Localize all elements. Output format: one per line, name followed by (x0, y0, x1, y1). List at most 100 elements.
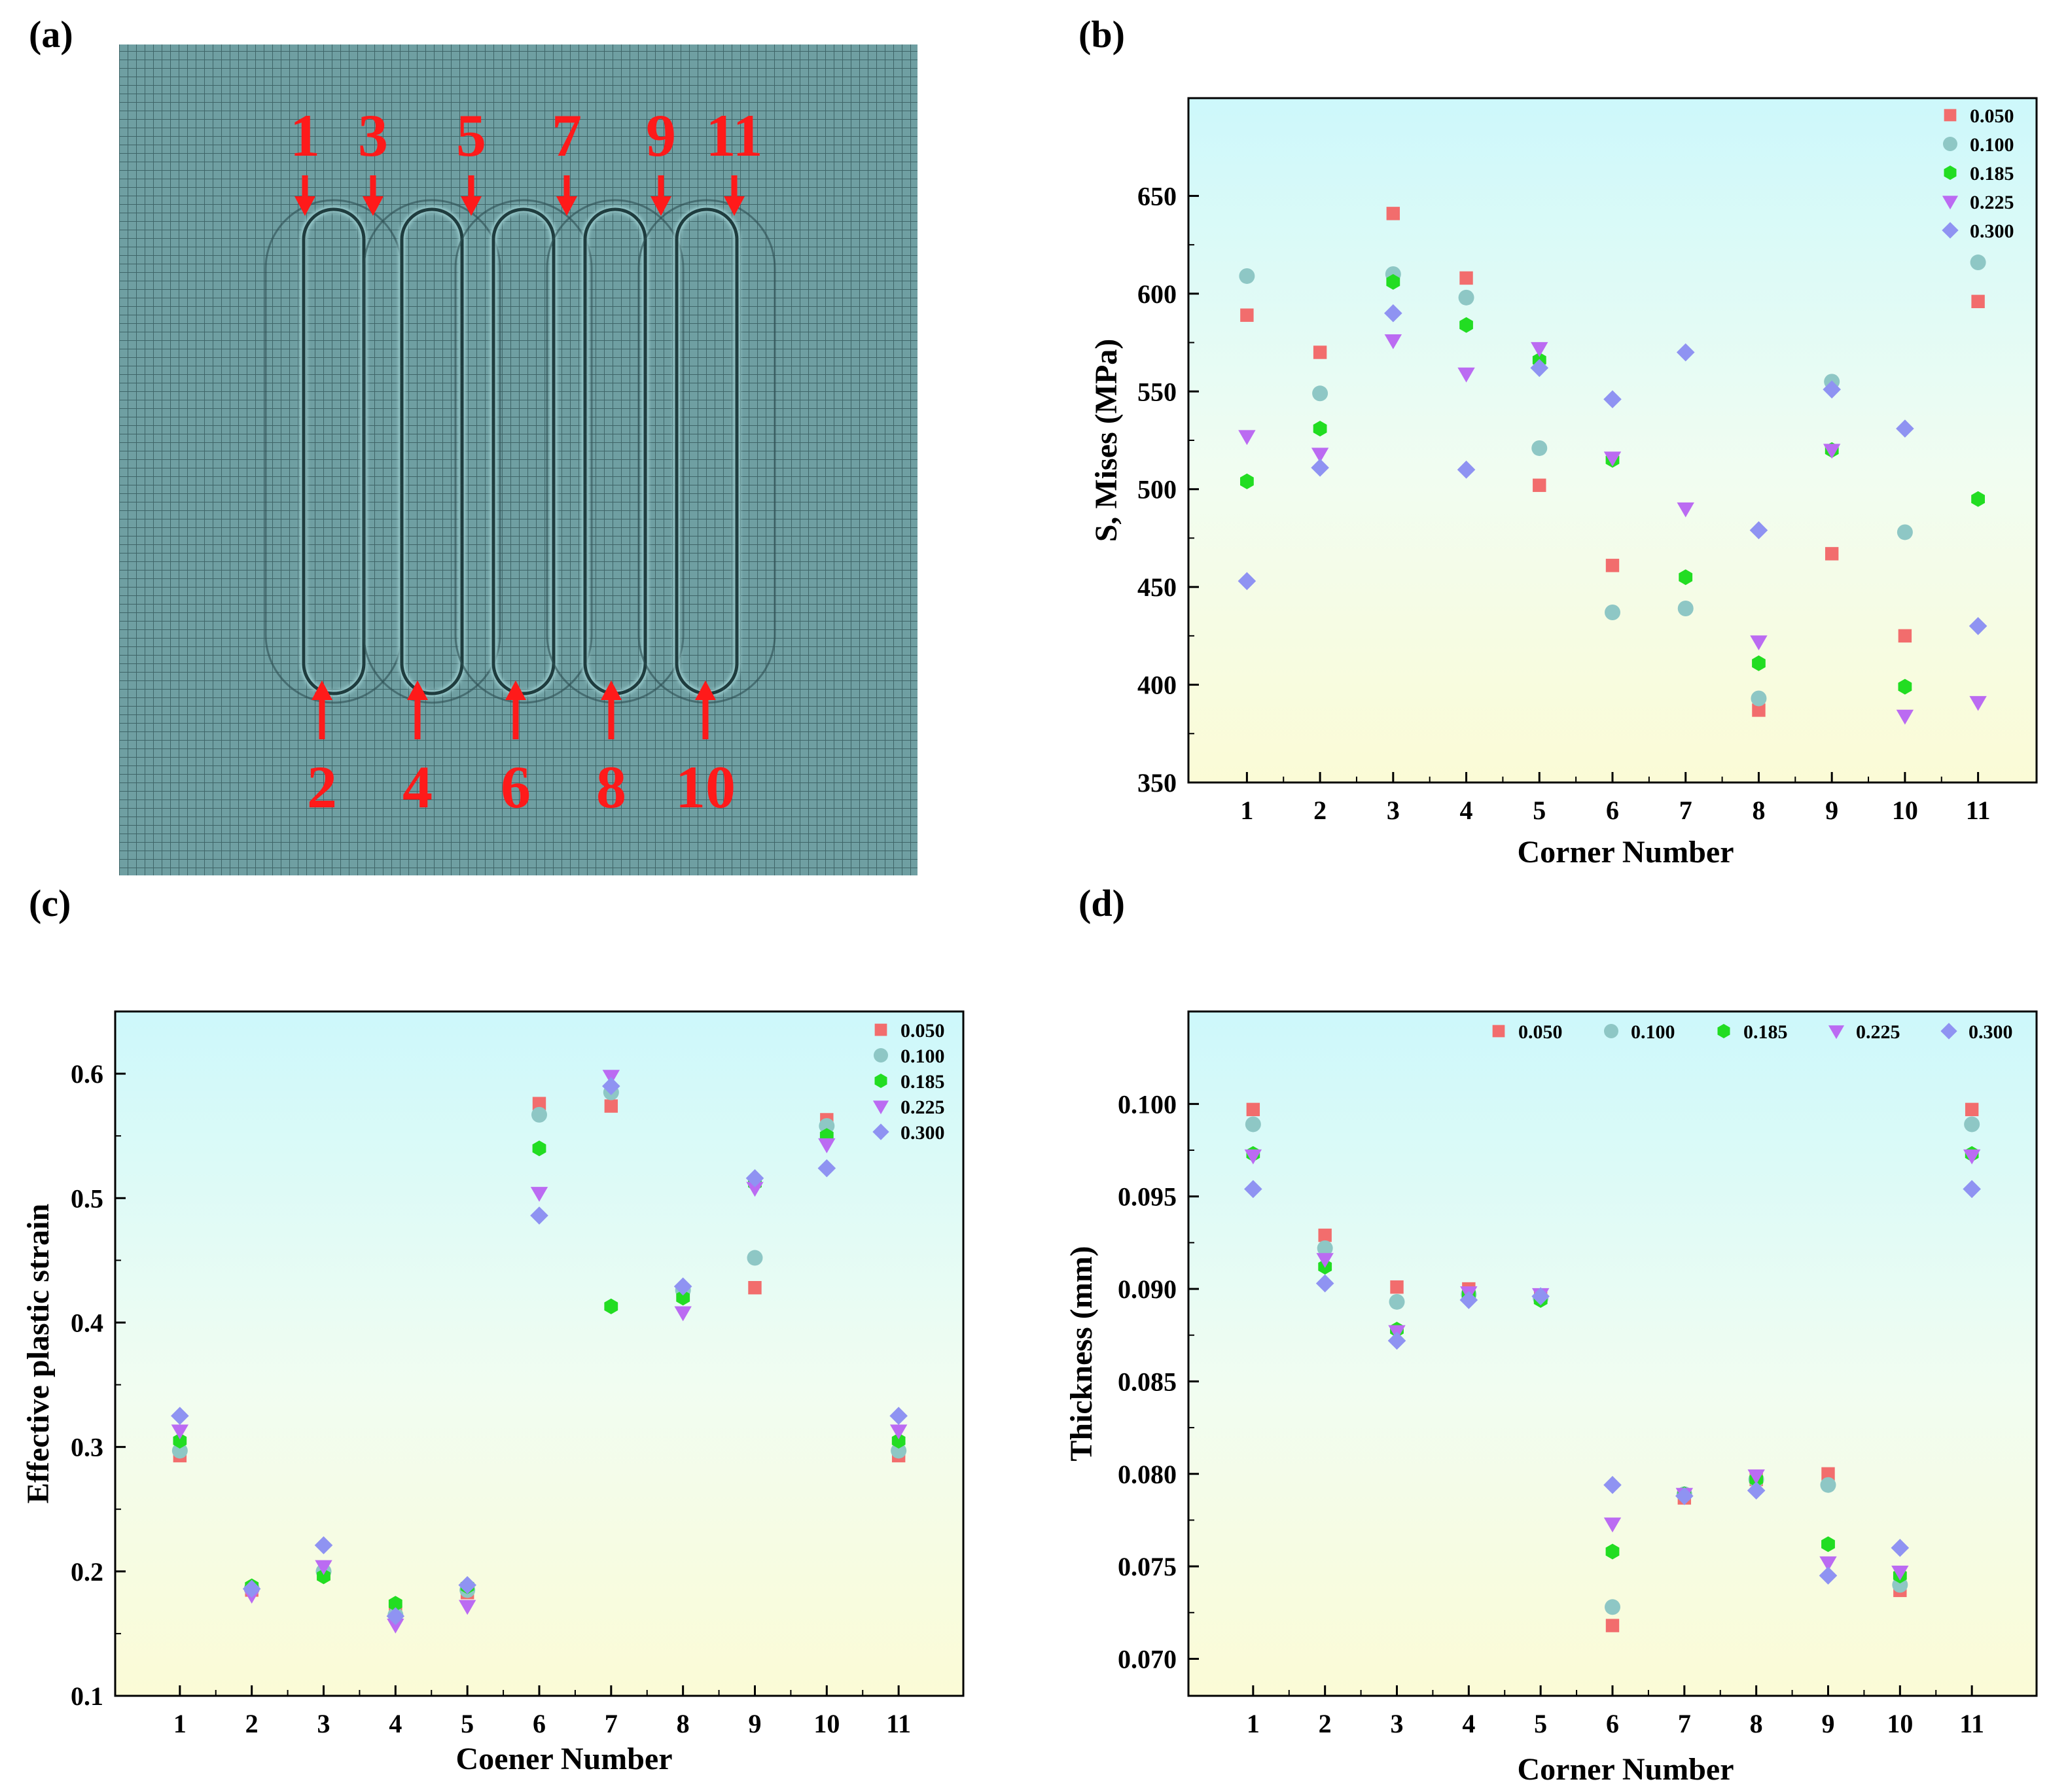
y-tick-label: 0.095 (1118, 1182, 1177, 1212)
data-point (1897, 524, 1913, 540)
y-tick-label: 0.1 (71, 1681, 103, 1711)
data-point (1457, 367, 1475, 383)
data-point (1605, 559, 1620, 572)
x-tick-label: 11 (1959, 1709, 1984, 1738)
legend-marker (1492, 1025, 1505, 1038)
x-tick-label: 3 (317, 1709, 330, 1738)
chart-b-ylabel: S, Mises (MPa) (1089, 339, 1124, 542)
legend-label: 0.100 (1970, 134, 2014, 156)
legend-marker (1604, 1024, 1618, 1038)
legend-marker (1943, 137, 1957, 151)
data-point (602, 1077, 620, 1095)
data-point (1390, 1280, 1404, 1294)
legend-marker (1942, 222, 1959, 239)
data-point (1384, 334, 1402, 349)
data-point (1386, 207, 1400, 220)
corner-arrows (294, 175, 745, 739)
data-point (171, 1424, 189, 1440)
x-tick-label: 8 (1752, 796, 1765, 825)
legend-label: 0.050 (900, 1020, 945, 1042)
corner-label: 8 (596, 754, 626, 820)
data-point (1313, 421, 1327, 437)
chart-b-legend: 0.050 0.100 0.185 0.225 0.300 (1942, 105, 2014, 242)
x-tick-label: 6 (1606, 796, 1619, 825)
data-point (1317, 1240, 1333, 1256)
x-tick-label: 11 (886, 1709, 911, 1738)
y-tick-label: 0.075 (1118, 1552, 1177, 1581)
data-point (173, 1433, 187, 1449)
data-point (1240, 308, 1254, 322)
legend-marker (874, 1048, 888, 1063)
legend-label: 0.300 (900, 1122, 945, 1144)
x-tick-label: 7 (1678, 1709, 1691, 1738)
x-tick-label: 10 (1892, 796, 1918, 825)
data-point (1531, 440, 1548, 456)
data-point (1311, 448, 1329, 463)
y-tick-label: 0.2 (71, 1557, 103, 1587)
chart-c-xlabel: Coener Number (455, 1742, 672, 1776)
data-point (1384, 304, 1402, 323)
x-tick-label: 1 (1247, 1709, 1260, 1738)
legend-marker (1942, 196, 1959, 210)
data-point (817, 1159, 836, 1178)
data-point (530, 1187, 548, 1202)
data-point (1752, 703, 1766, 717)
x-tick-label: 11 (1966, 796, 1991, 825)
legend-marker (1717, 1024, 1730, 1038)
data-point (1891, 1539, 1910, 1557)
x-tick-label: 9 (748, 1709, 761, 1738)
chart-d-ylabel: Thickness (mm) (1064, 1246, 1099, 1461)
legend-marker (1944, 166, 1957, 180)
panel-label-d: (d) (1078, 882, 1125, 924)
data-point (1315, 1274, 1334, 1293)
data-point (1603, 1517, 1622, 1533)
corner-label: 10 (675, 754, 736, 820)
corner-labels: 1 3 5 7 9 11 2 4 6 8 10 (290, 102, 762, 820)
data-point (458, 1600, 476, 1615)
legend-label: 0.185 (1743, 1021, 1788, 1043)
corner-label: 3 (358, 102, 388, 169)
chart-b-xlabel: Corner Number (1517, 835, 1734, 870)
legend-marker (874, 1074, 887, 1088)
legend-label: 0.050 (1970, 105, 2014, 127)
data-point (530, 1206, 548, 1225)
data-point (1821, 1467, 1835, 1481)
data-point (171, 1407, 189, 1425)
data-point (1896, 419, 1914, 438)
data-point (1825, 547, 1839, 561)
legend-label: 0.225 (900, 1097, 945, 1118)
data-point (242, 1579, 261, 1598)
data-point (1964, 1116, 1980, 1133)
x-tick-label: 4 (1460, 796, 1473, 825)
data-point (532, 1097, 546, 1110)
groove-outer-edge (454, 199, 593, 704)
data-point (1898, 678, 1912, 695)
data-point (1677, 502, 1694, 518)
x-tick-label: 9 (1821, 1709, 1834, 1738)
chart-c-legend: 0.050 0.100 0.185 0.225 0.300 (872, 1020, 945, 1144)
data-point (1238, 572, 1256, 590)
arrow-head (695, 680, 716, 700)
chart-b-ticks: 1 2 3 4 5 6 7 8 9 10 11 350 400 450 500 550 600 650 (1137, 181, 1991, 825)
data-point (1752, 655, 1766, 671)
legend-label: 0.185 (900, 1071, 945, 1093)
data-point (889, 1407, 908, 1425)
data-point (1246, 1102, 1260, 1117)
x-tick-label: 2 (245, 1709, 258, 1738)
chart-d-thickness: 1 2 3 4 5 6 7 8 9 10 11 0.070 0.075 0.080 0.085 0.090 0.… (1064, 1010, 2038, 1787)
data-point (386, 1607, 405, 1626)
data-point (387, 1618, 404, 1634)
legend-marker (872, 1100, 889, 1115)
data-point (604, 1298, 618, 1314)
data-point (1679, 569, 1693, 586)
corner-label: 1 (290, 102, 320, 169)
chart-c-points (171, 1070, 908, 1634)
groove-outer-edge (546, 199, 685, 704)
x-tick-label: 6 (1606, 1709, 1619, 1738)
data-point (1605, 1543, 1620, 1560)
chart-c-ylabel: Effective plastic strain (21, 1204, 56, 1504)
data-point (1239, 268, 1255, 284)
legend-marker (872, 1123, 889, 1140)
x-tick-label: 5 (1533, 796, 1546, 825)
corner-label: 4 (402, 754, 433, 820)
